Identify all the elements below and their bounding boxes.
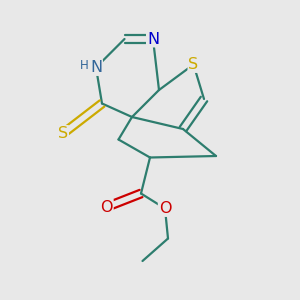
- Text: N: N: [90, 60, 102, 75]
- Text: H: H: [80, 58, 89, 72]
- Text: S: S: [188, 57, 199, 72]
- Text: S: S: [58, 126, 68, 141]
- Text: N: N: [147, 32, 159, 46]
- Text: O: O: [100, 200, 113, 214]
- Text: O: O: [159, 201, 171, 216]
